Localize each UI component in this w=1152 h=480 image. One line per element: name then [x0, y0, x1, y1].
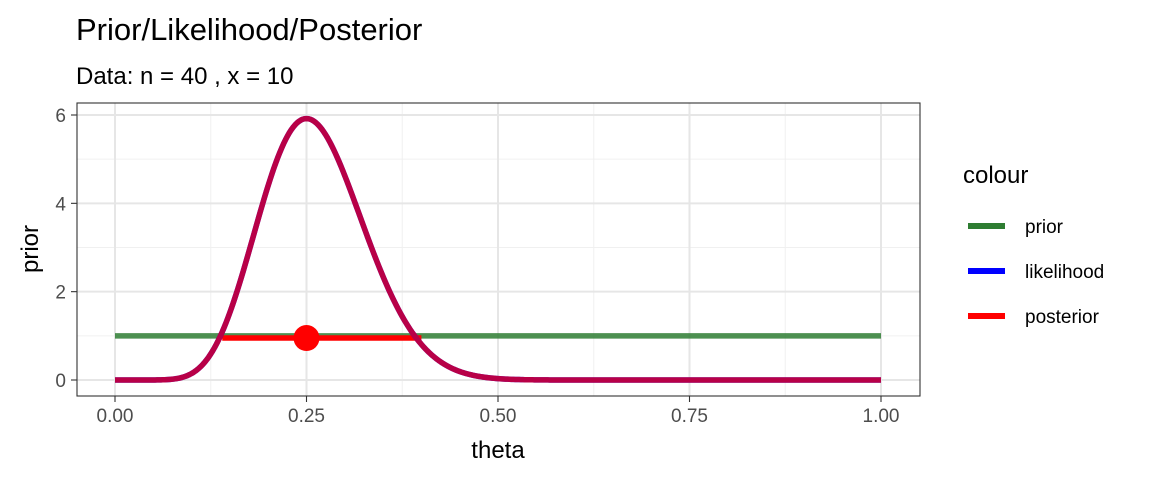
series-posterior-line	[114, 115, 882, 383]
x-tick-label: 0.75	[671, 406, 708, 427]
x-tick-label: 1.00	[863, 406, 900, 427]
x-tick-label: 0.00	[97, 406, 134, 427]
legend-label-likelihood: likelihood	[1025, 262, 1104, 283]
series-layer	[114, 115, 882, 383]
y-axis-title: prior	[17, 225, 44, 273]
point-estimate-marker	[293, 325, 320, 352]
x-tick-label: 0.25	[288, 406, 325, 427]
legend: colour prior likelihood posterior	[963, 162, 1104, 328]
y-tick-label: 2	[55, 283, 66, 304]
x-tick-label: 0.50	[480, 406, 517, 427]
legend-label-prior: prior	[1025, 217, 1064, 238]
grid	[77, 103, 920, 396]
chart-title: Prior/Likelihood/Posterior	[76, 12, 422, 47]
legend-label-posterior: posterior	[1025, 307, 1100, 328]
legend-title: colour	[963, 162, 1028, 189]
legend-items: prior likelihood posterior	[968, 217, 1104, 328]
y-tick-label: 0	[55, 371, 66, 392]
y-tick-label: 6	[55, 106, 66, 127]
axes: 0.00 0.25 0.50 0.75 1.00 0 2 4 6	[55, 106, 899, 427]
chart-subtitle: Data: n = 40 , x = 10	[76, 63, 293, 90]
x-axis-title: theta	[471, 437, 525, 464]
y-tick-label: 4	[55, 194, 66, 215]
